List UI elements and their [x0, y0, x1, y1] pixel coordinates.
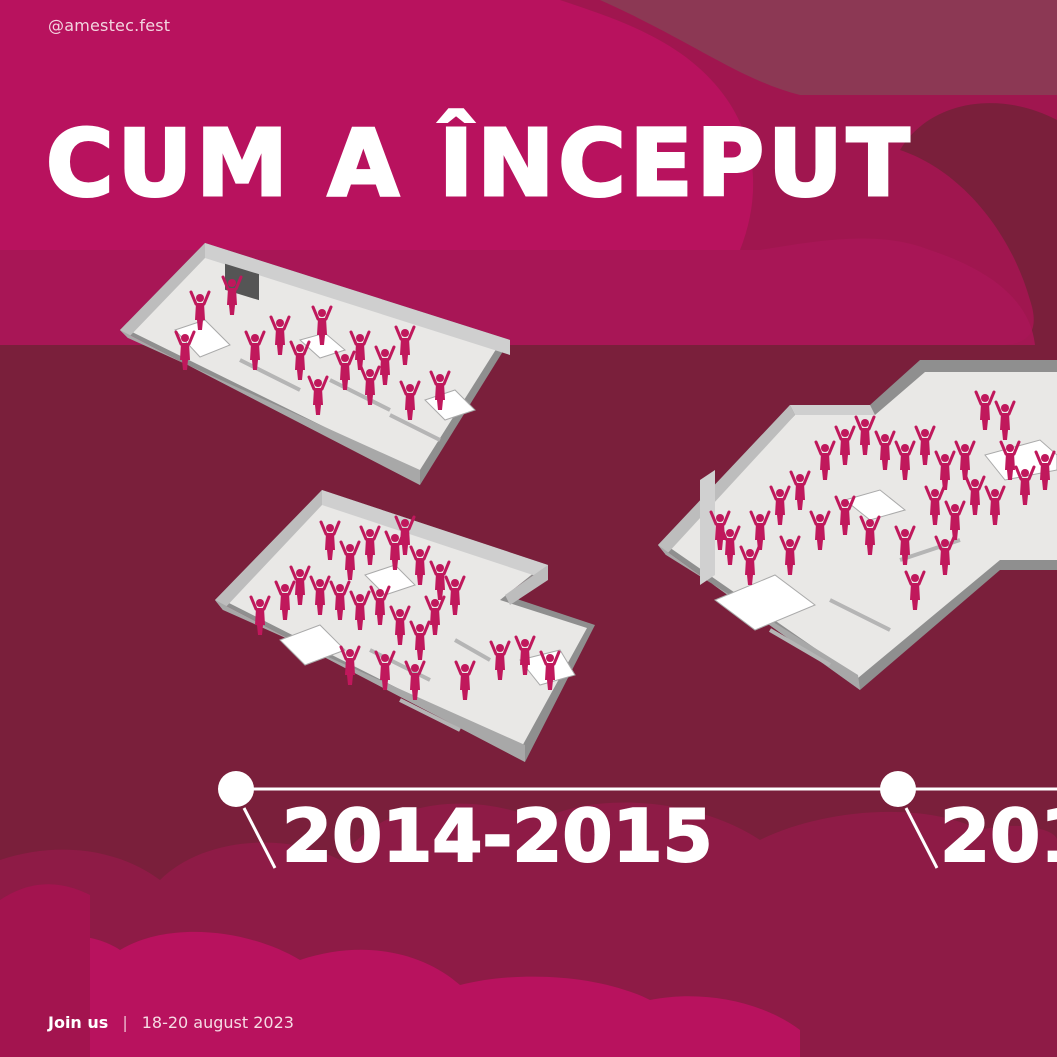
timeline-pointer-2 [904, 807, 939, 869]
floor-plan-medium [215, 490, 595, 762]
footer-separator: | [122, 1013, 128, 1032]
floor-plan-small [120, 243, 510, 485]
event-dates: 18-20 august 2023 [141, 1013, 294, 1032]
footer: Join us | 18-20 august 2023 [48, 1013, 294, 1032]
timeline-year-1: 2014-2015 [281, 794, 714, 878]
timeline-year-2: 201 [939, 794, 1057, 878]
timeline-dot-1 [218, 771, 254, 807]
social-handle: @amestec.fest [48, 16, 171, 35]
floor-plan-large [658, 360, 1057, 690]
timeline [218, 771, 1057, 869]
page-title: CUM A ÎNCEPUT [45, 110, 914, 217]
join-us-label: Join us [48, 1013, 109, 1032]
timeline-dot-2 [880, 771, 916, 807]
timeline-pointer-1 [242, 807, 277, 869]
